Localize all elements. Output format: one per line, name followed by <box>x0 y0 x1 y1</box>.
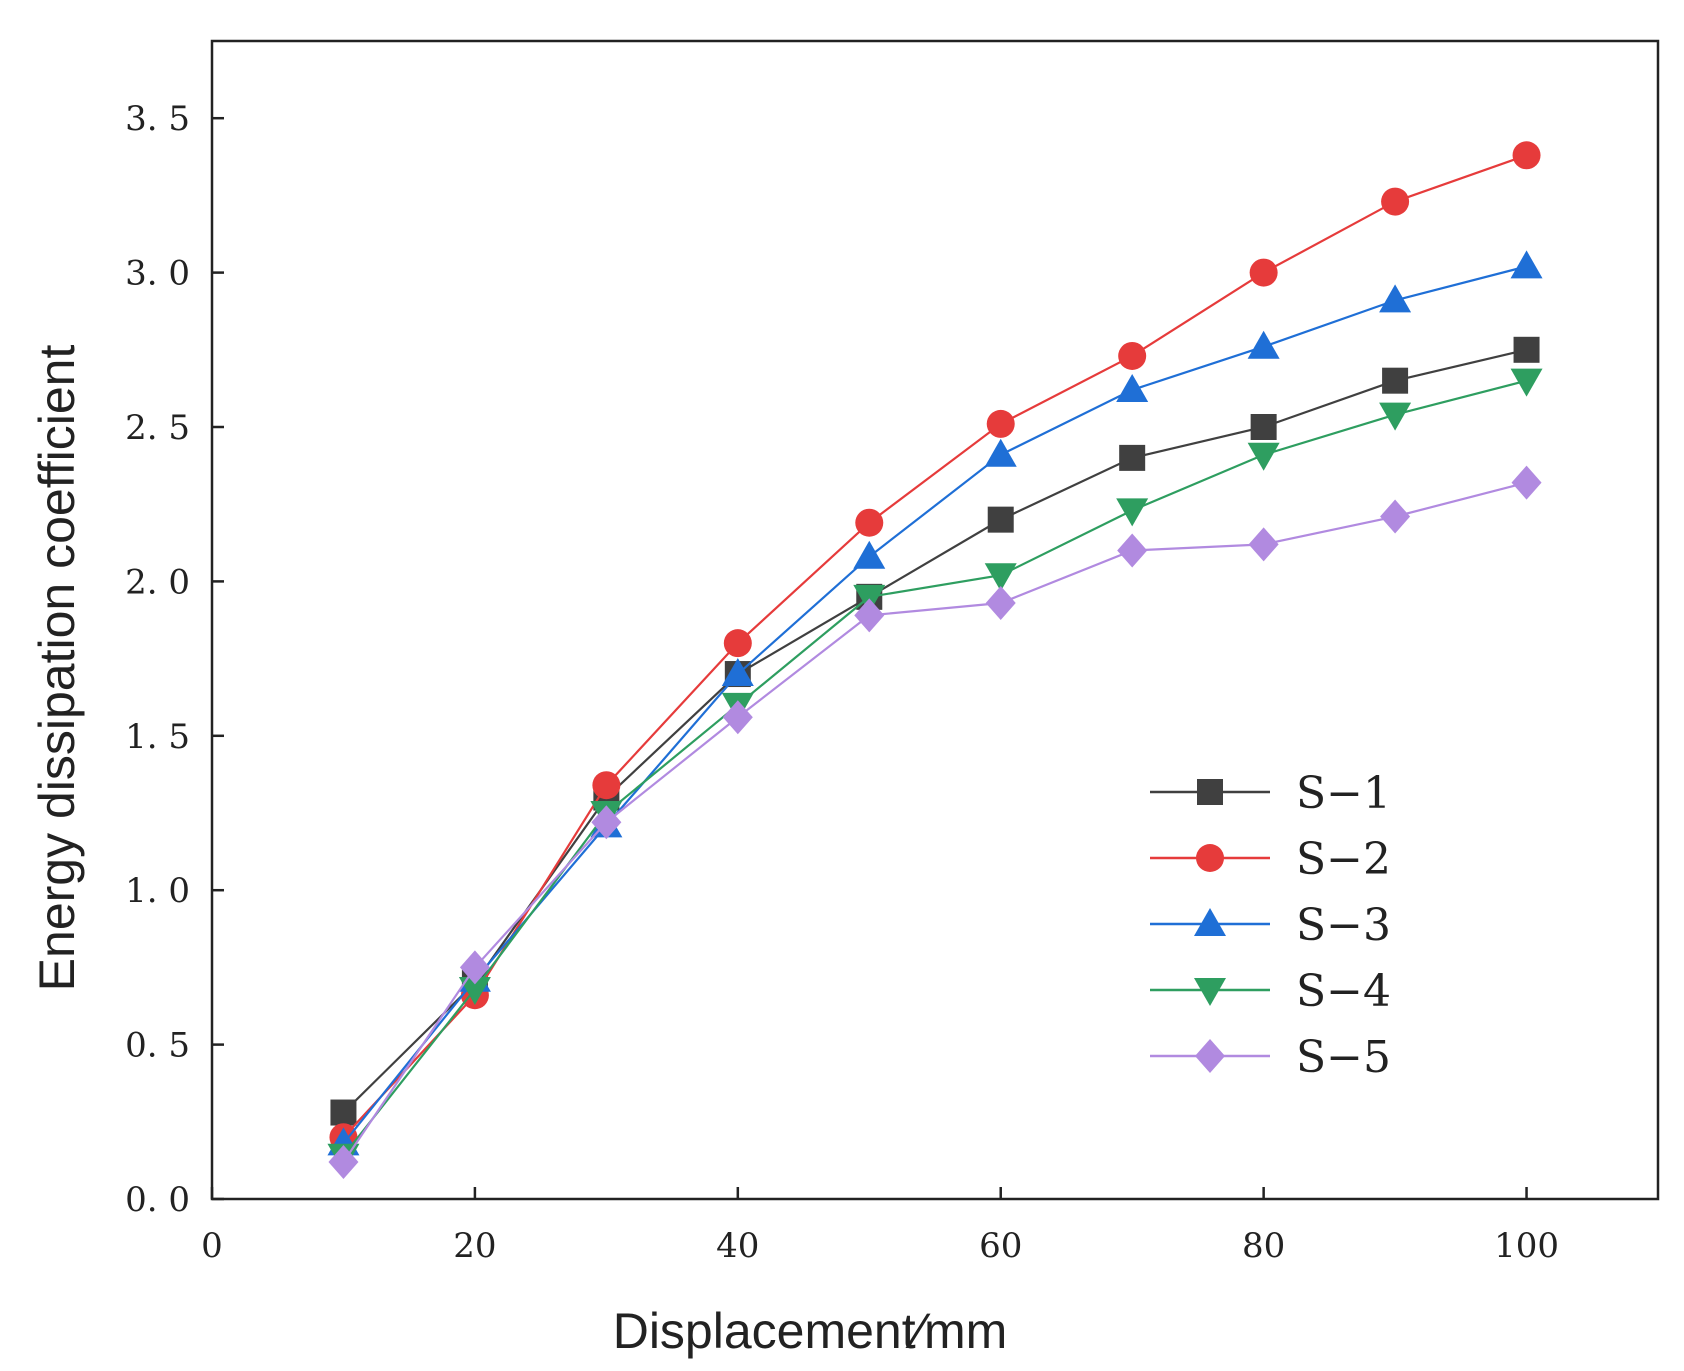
data-point <box>1379 402 1412 431</box>
legend-item: S−5 <box>1150 1032 1391 1083</box>
y-tick-label: 0. 5 <box>125 1026 190 1066</box>
data-point <box>591 805 622 840</box>
data-point <box>984 563 1017 592</box>
data-point <box>1381 187 1410 216</box>
data-point <box>1510 250 1543 279</box>
y-tick-label: 2. 5 <box>125 408 190 448</box>
legend: S−1 S−2 S−3 S−4 S−5 <box>1150 768 1391 1083</box>
legend-label: S−1 <box>1296 768 1391 819</box>
data-point <box>459 950 490 985</box>
y-tick-label: 0. 0 <box>125 1180 190 1220</box>
series-4 <box>327 368 1543 1172</box>
data-point <box>458 977 491 1006</box>
y-tick-label: 3. 5 <box>125 99 190 139</box>
data-point <box>723 629 752 658</box>
x-tick-label: 60 <box>979 1226 1022 1266</box>
data-point <box>1247 330 1280 359</box>
x-axis-ticks: 0 20 40 60 80 100 <box>201 1187 1559 1266</box>
data-point <box>1380 499 1411 534</box>
legend-label: S−5 <box>1296 1032 1391 1083</box>
data-point <box>854 598 885 633</box>
legend-label: S−2 <box>1296 834 1391 885</box>
legend-item: S−3 <box>1150 900 1391 951</box>
legend-item: S−1 <box>1150 768 1391 819</box>
data-point <box>1513 336 1540 363</box>
legend-marker <box>1197 779 1223 805</box>
series-line <box>342 154 1527 1138</box>
series-5 <box>328 465 1542 1179</box>
data-point <box>984 438 1017 467</box>
data-point <box>328 1144 359 1179</box>
data-point <box>1249 258 1278 287</box>
data-point <box>853 540 886 569</box>
data-point <box>1116 498 1149 527</box>
data-point <box>1382 367 1409 394</box>
data-point <box>1116 373 1149 402</box>
series-line <box>342 481 1527 1163</box>
data-point <box>855 508 884 537</box>
series-layer <box>327 141 1543 1179</box>
data-point <box>722 700 753 735</box>
y-axis-label: Energy dissipation coefficient <box>29 345 85 992</box>
series-3 <box>327 250 1543 1156</box>
y-tick-label: 1. 5 <box>125 717 190 757</box>
data-point <box>1248 527 1279 562</box>
legend-label: S−3 <box>1296 900 1391 951</box>
y-tick-label: 3. 0 <box>125 254 190 294</box>
data-point <box>1512 141 1541 170</box>
data-point <box>1250 414 1277 440</box>
data-point <box>987 506 1014 533</box>
data-point <box>1118 341 1147 370</box>
data-point <box>1117 533 1148 568</box>
legend-marker <box>1194 978 1226 1006</box>
data-point <box>721 658 754 687</box>
data-point <box>1511 465 1542 500</box>
data-point <box>1510 368 1543 397</box>
x-tick-label: 20 <box>453 1226 496 1266</box>
data-point <box>1247 442 1280 471</box>
legend-item: S−2 <box>1150 834 1391 885</box>
x-tick-label: 80 <box>1242 1226 1285 1266</box>
legend-marker <box>1195 1039 1225 1073</box>
y-tick-label: 1. 0 <box>125 871 190 911</box>
data-point <box>592 771 621 800</box>
data-point <box>985 586 1016 621</box>
plot-frame <box>210 39 1660 1201</box>
legend-label: S−4 <box>1296 966 1391 1017</box>
y-axis-ticks: 0. 0 0. 5 1. 0 1. 5 2. 0 2. 5 3. 0 3. 5 <box>125 99 224 1220</box>
x-tick-label: 40 <box>716 1226 759 1266</box>
x-axis-label: Displacement∕mm <box>613 1303 1008 1359</box>
legend-marker <box>1194 908 1226 936</box>
data-point <box>986 409 1015 438</box>
data-point <box>1119 444 1146 471</box>
series-line <box>342 379 1527 1157</box>
data-point <box>1379 284 1412 313</box>
y-tick-label: 2. 0 <box>125 562 190 602</box>
legend-marker <box>1196 844 1224 872</box>
data-point <box>330 1099 357 1126</box>
legend-item: S−4 <box>1150 966 1391 1017</box>
x-tick-label: 0 <box>201 1226 223 1266</box>
x-tick-label: 100 <box>1494 1226 1559 1266</box>
